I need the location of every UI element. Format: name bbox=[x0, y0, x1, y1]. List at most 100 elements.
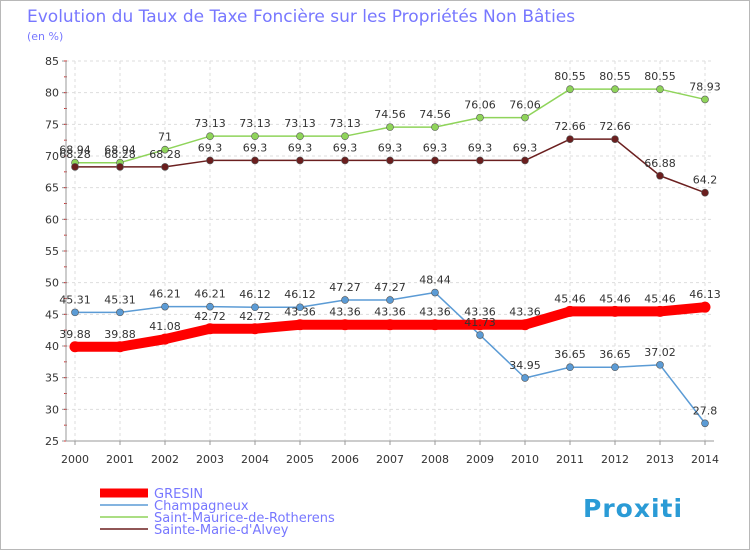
data-label: 76.06 bbox=[509, 99, 541, 112]
data-label: 42.72 bbox=[239, 310, 271, 323]
data-point bbox=[611, 85, 619, 93]
data-point bbox=[251, 303, 259, 312]
x-tick-label: 2008 bbox=[421, 453, 449, 466]
y-tick-label: 40 bbox=[45, 340, 59, 353]
data-point bbox=[251, 156, 259, 165]
x-tick-label: 2001 bbox=[106, 453, 134, 466]
data-point bbox=[249, 323, 261, 335]
data-point bbox=[296, 132, 304, 140]
data-point bbox=[656, 361, 664, 369]
data-point bbox=[161, 145, 169, 154]
data-label: 74.56 bbox=[419, 108, 451, 121]
data-point bbox=[609, 305, 621, 317]
data-point bbox=[656, 171, 664, 180]
data-point bbox=[701, 95, 709, 104]
data-point bbox=[296, 156, 304, 165]
y-tick-label: 45 bbox=[45, 308, 59, 321]
y-tick-label: 50 bbox=[45, 277, 59, 290]
data-label: 69.3 bbox=[198, 141, 223, 154]
data-point bbox=[566, 85, 574, 93]
data-point bbox=[521, 156, 529, 165]
data-point bbox=[566, 135, 574, 143]
data-label: 43.36 bbox=[284, 306, 316, 319]
data-point bbox=[521, 113, 529, 122]
data-label: 39.88 bbox=[104, 328, 136, 341]
data-point bbox=[476, 331, 484, 339]
data-point bbox=[296, 303, 304, 312]
x-tick-label: 2012 bbox=[601, 453, 629, 466]
data-point bbox=[654, 305, 666, 317]
data-label: 46.12 bbox=[284, 288, 316, 301]
data-label: 27.8 bbox=[693, 404, 718, 417]
data-point bbox=[701, 188, 709, 197]
data-point bbox=[71, 308, 79, 317]
x-tick-label: 2007 bbox=[376, 453, 404, 466]
data-point bbox=[204, 323, 216, 335]
y-tick-label: 80 bbox=[45, 87, 59, 100]
data-point bbox=[341, 132, 349, 140]
data-point bbox=[206, 156, 214, 165]
data-label: 42.72 bbox=[194, 310, 226, 323]
data-point bbox=[161, 163, 169, 171]
legend: GRESINChampagneuxSaint-Maurice-de-Rother… bbox=[100, 487, 335, 538]
data-label: 80.55 bbox=[644, 70, 676, 83]
data-point bbox=[116, 163, 124, 171]
x-tick-label: 2006 bbox=[331, 453, 359, 466]
legend-label: Champagneux bbox=[154, 499, 249, 514]
y-tick-label: 85 bbox=[45, 55, 59, 68]
x-tick-label: 2013 bbox=[646, 453, 674, 466]
data-label: 73.13 bbox=[194, 117, 226, 130]
data-label: 48.44 bbox=[419, 274, 451, 287]
data-labels: 39.88 39.88 41.08 42.72 42.72 43.36 43.36 43.36… bbox=[59, 70, 721, 417]
data-point bbox=[611, 135, 619, 143]
data-label: 34.95 bbox=[509, 359, 541, 372]
data-label: 45.46 bbox=[644, 292, 676, 305]
data-label: 69.3 bbox=[513, 141, 538, 154]
data-label: 64.2 bbox=[693, 174, 718, 187]
data-point bbox=[386, 296, 394, 304]
x-tick-label: 2000 bbox=[61, 453, 89, 466]
data-point bbox=[386, 123, 394, 131]
data-point bbox=[294, 319, 306, 331]
data-point bbox=[71, 163, 79, 171]
data-label: 46.21 bbox=[149, 288, 181, 301]
data-label: 45.31 bbox=[104, 293, 136, 306]
legend-label: Sainte-Marie-d'Alvey bbox=[154, 523, 289, 538]
y-tick-label: 70 bbox=[45, 150, 59, 163]
data-point bbox=[251, 132, 259, 140]
axes: 25 30 35 40 45 50 55 60 65 70 75 80 85 2000 2001 2002 20… bbox=[45, 55, 719, 466]
data-point bbox=[116, 308, 124, 317]
x-tick-label: 2002 bbox=[151, 453, 179, 466]
data-label: 68.28 bbox=[59, 148, 91, 161]
x-tick-label: 2014 bbox=[691, 453, 719, 466]
x-tick-label: 2009 bbox=[466, 453, 494, 466]
data-label: 69.3 bbox=[243, 141, 268, 154]
data-label: 69.3 bbox=[468, 141, 493, 154]
data-label: 69.3 bbox=[378, 141, 403, 154]
y-tick-label: 30 bbox=[45, 403, 59, 416]
data-label: 36.65 bbox=[554, 348, 586, 361]
data-label: 36.65 bbox=[599, 348, 631, 361]
series-lines bbox=[69, 85, 711, 428]
data-label: 74.56 bbox=[374, 108, 406, 121]
data-point bbox=[429, 319, 441, 331]
data-label: 72.66 bbox=[554, 120, 586, 133]
data-label: 46.21 bbox=[194, 288, 226, 301]
data-point bbox=[431, 156, 439, 165]
data-label: 45.46 bbox=[599, 292, 631, 305]
data-label: 45.46 bbox=[554, 292, 586, 305]
data-label: 71 bbox=[158, 131, 172, 144]
data-label: 43.36 bbox=[464, 306, 496, 319]
data-label: 47.27 bbox=[374, 281, 406, 294]
data-label: 69.3 bbox=[333, 141, 358, 154]
data-label: 43.36 bbox=[419, 306, 451, 319]
proxiti-logo: Proxiti bbox=[583, 494, 682, 523]
data-point bbox=[474, 319, 486, 331]
data-point bbox=[701, 419, 709, 428]
data-point bbox=[159, 333, 171, 345]
data-point bbox=[161, 302, 169, 311]
data-point bbox=[386, 156, 394, 165]
data-point bbox=[206, 132, 214, 140]
y-tick-label: 75 bbox=[45, 118, 59, 131]
